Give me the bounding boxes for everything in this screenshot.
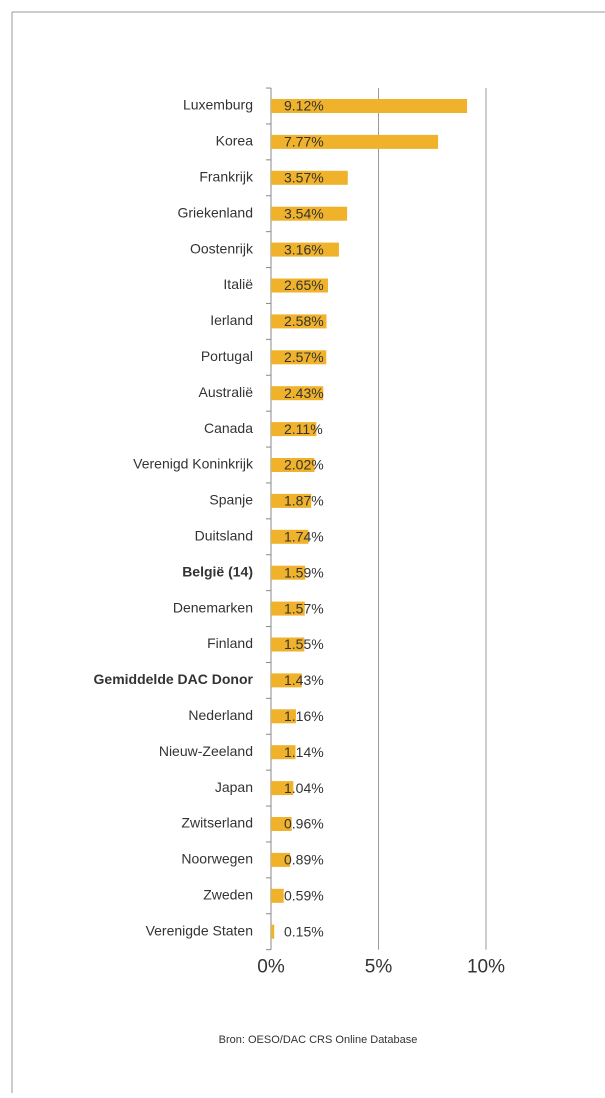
y-tick-label: Zweden bbox=[203, 887, 253, 903]
bar bbox=[271, 350, 327, 365]
bar bbox=[271, 601, 305, 616]
bar bbox=[271, 673, 302, 688]
value-label: 1.04% bbox=[284, 780, 324, 796]
bar bbox=[271, 924, 275, 939]
y-tick-label: Japan bbox=[215, 779, 253, 795]
value-label: 1.55% bbox=[284, 636, 324, 652]
value-label: 0.59% bbox=[284, 888, 324, 904]
bar bbox=[271, 852, 291, 867]
y-tick-label: Nieuw-Zeeland bbox=[159, 743, 253, 759]
bar bbox=[271, 637, 305, 652]
bar bbox=[271, 386, 324, 401]
bar bbox=[271, 170, 348, 185]
bar bbox=[271, 278, 328, 293]
bar bbox=[271, 206, 348, 221]
y-tick-label: Luxemburg bbox=[183, 97, 253, 113]
x-tick-label: 10% bbox=[467, 957, 505, 978]
y-tick-label: Canada bbox=[204, 420, 253, 436]
value-label: 1.74% bbox=[284, 529, 324, 545]
bar bbox=[271, 99, 468, 113]
y-tick-label: Frankrijk bbox=[199, 169, 254, 185]
y-tick-label: Noorwegen bbox=[181, 851, 253, 867]
bar bbox=[271, 493, 312, 508]
value-label: 2.58% bbox=[284, 313, 324, 329]
y-tick-label: Denemarken bbox=[173, 599, 253, 615]
value-label: 3.54% bbox=[284, 205, 324, 221]
y-tick-label: Korea bbox=[216, 133, 254, 149]
value-label: 0.89% bbox=[284, 852, 324, 868]
value-label: 2.02% bbox=[284, 457, 324, 473]
value-label: 2.65% bbox=[284, 277, 324, 293]
bar bbox=[271, 745, 296, 760]
bar bbox=[271, 709, 296, 724]
value-label: 1.43% bbox=[284, 672, 324, 688]
y-tick-label: Duitsland bbox=[195, 528, 253, 544]
value-label: 1.87% bbox=[284, 493, 324, 509]
bar bbox=[271, 817, 292, 831]
bar bbox=[271, 422, 317, 437]
y-tick-label: Finland bbox=[207, 635, 253, 651]
bar bbox=[271, 529, 309, 544]
value-label: 2.57% bbox=[284, 349, 324, 365]
y-tick-label: Verenigd Koninkrijk bbox=[133, 456, 254, 472]
value-label: 2.11% bbox=[284, 421, 323, 437]
y-tick-label: Australië bbox=[199, 384, 254, 400]
y-tick-label: Verenigde Staten bbox=[146, 922, 253, 938]
value-label: 0.15% bbox=[284, 923, 324, 939]
y-tick-label: Gemiddelde DAC Donor bbox=[94, 671, 254, 687]
y-tick-label: Zwitserland bbox=[181, 815, 253, 831]
x-tick-label: 0% bbox=[257, 957, 285, 978]
y-tick-label: Ierland bbox=[210, 312, 253, 328]
x-tick-label: 5% bbox=[365, 957, 393, 978]
bar bbox=[271, 134, 439, 149]
value-label: 3.57% bbox=[284, 170, 324, 186]
y-tick-label: Nederland bbox=[188, 707, 253, 723]
bar bbox=[271, 781, 294, 796]
value-label: 2.43% bbox=[284, 385, 324, 401]
y-tick-label: Griekenland bbox=[178, 204, 254, 220]
bar bbox=[271, 314, 327, 329]
bar bbox=[271, 458, 315, 472]
value-label: 7.77% bbox=[284, 134, 324, 150]
y-tick-label: Spanje bbox=[209, 492, 253, 508]
value-label: 1.16% bbox=[284, 708, 324, 724]
value-label: 1.59% bbox=[284, 564, 324, 580]
y-tick-label: België (14) bbox=[182, 563, 253, 579]
source-note: Bron: OESO/DAC CRS Online Database bbox=[219, 1034, 418, 1046]
value-label: 3.16% bbox=[284, 241, 324, 257]
y-tick-label: Portugal bbox=[201, 348, 253, 364]
bar bbox=[271, 565, 306, 580]
bar bbox=[271, 888, 284, 903]
bar bbox=[271, 242, 339, 257]
value-label: 1.14% bbox=[284, 744, 324, 760]
value-label: 1.57% bbox=[284, 600, 324, 616]
value-label: 9.12% bbox=[284, 98, 324, 114]
y-tick-label: Oostenrijk bbox=[190, 240, 254, 256]
value-label: 0.96% bbox=[284, 816, 324, 832]
y-tick-label: Italië bbox=[223, 276, 253, 292]
